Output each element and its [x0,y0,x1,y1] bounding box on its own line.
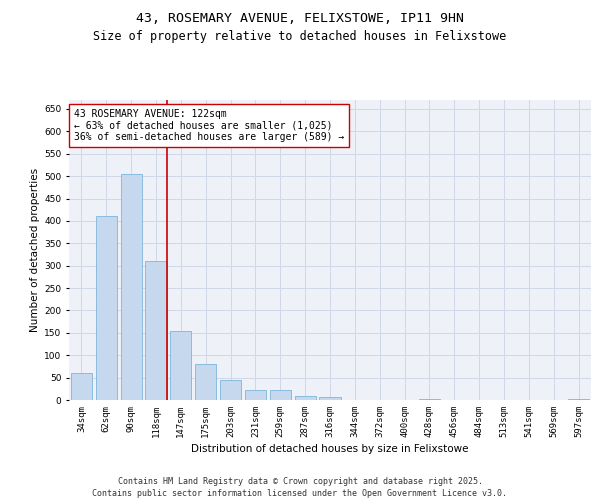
Bar [195,364,216,400]
Bar [568,398,589,400]
Text: 43 ROSEMARY AVENUE: 122sqm
← 63% of detached houses are smaller (1,025)
36% of s: 43 ROSEMARY AVENUE: 122sqm ← 63% of deta… [74,109,344,142]
Bar [319,397,341,400]
Bar [245,390,266,400]
Bar [170,330,191,400]
Bar [121,174,142,400]
X-axis label: Distribution of detached houses by size in Felixstowe: Distribution of detached houses by size … [191,444,469,454]
Y-axis label: Number of detached properties: Number of detached properties [30,168,40,332]
Text: 43, ROSEMARY AVENUE, FELIXSTOWE, IP11 9HN: 43, ROSEMARY AVENUE, FELIXSTOWE, IP11 9H… [136,12,464,26]
Bar [419,398,440,400]
Bar [96,216,117,400]
Bar [295,396,316,400]
Bar [270,390,291,400]
Bar [220,380,241,400]
Text: Contains HM Land Registry data © Crown copyright and database right 2025.
Contai: Contains HM Land Registry data © Crown c… [92,476,508,498]
Bar [71,373,92,400]
Text: Size of property relative to detached houses in Felixstowe: Size of property relative to detached ho… [94,30,506,43]
Bar [145,261,167,400]
